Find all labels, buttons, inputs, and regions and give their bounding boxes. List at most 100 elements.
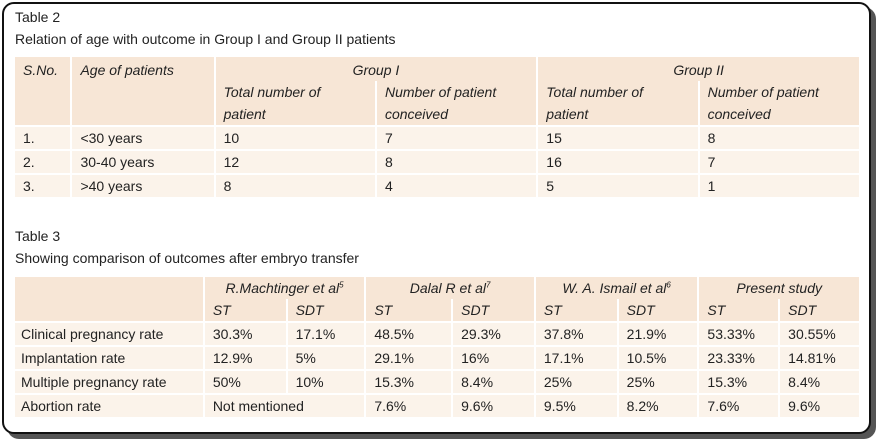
header-st: ST	[204, 299, 286, 321]
table3: R.Machtinger et al5 Dalal R et al7 W. A.…	[13, 277, 861, 417]
header-g2-conceived-l1: Number of patient	[707, 84, 819, 100]
cell: 29.3%	[453, 323, 534, 345]
cell: 37.8%	[535, 323, 617, 345]
row-label: Abortion rate	[15, 395, 203, 417]
cell: 9.6%	[453, 395, 534, 417]
header-blank	[15, 277, 203, 321]
cell: 53.33%	[699, 323, 779, 345]
cell-age: >40 years	[72, 175, 214, 197]
cell: 16%	[453, 347, 534, 369]
table-row: 3. >40 years 8 4 5 1	[15, 175, 859, 197]
header-age: Age of patients	[72, 57, 214, 125]
header-g2-total: Total number of patient	[538, 81, 698, 125]
table2-label: Table 2	[15, 9, 61, 25]
header-st: ST	[366, 299, 452, 321]
cell: 30.3%	[204, 323, 286, 345]
cell: 7.6%	[699, 395, 779, 417]
study-name: Present study	[736, 280, 822, 296]
row-label: Implantation rate	[15, 347, 203, 369]
cell: 8.4%	[453, 371, 534, 393]
study-name: W. A. Ismail et al	[562, 280, 667, 296]
cell: 10.5%	[618, 347, 698, 369]
cell: 48.5%	[366, 323, 452, 345]
cell: 25%	[618, 371, 698, 393]
table-row: Implantation rate 12.9% 5% 29.1% 16% 17.…	[15, 347, 859, 369]
table2-subheader-row: Total number of patient Number of patient…	[15, 81, 859, 125]
table-row: Multiple pregnancy rate 50% 10% 15.3% 8.…	[15, 371, 859, 393]
cell: 14.81%	[780, 347, 859, 369]
table2-header-row: S.No. Age of patients Group I Group II	[15, 57, 859, 125]
cell-sno: 1.	[15, 127, 71, 149]
cell: 9.5%	[535, 395, 617, 417]
study-ref: 5	[339, 280, 344, 290]
cell-g2-total: 15	[538, 127, 698, 149]
cell-g1-conceived: 4	[376, 175, 537, 197]
study-ref: 7	[486, 280, 491, 290]
cell: 8.4%	[780, 371, 859, 393]
header-sdt: SDT	[453, 299, 534, 321]
cell-sno: 2.	[15, 151, 71, 173]
cell: 50%	[204, 371, 286, 393]
cell: 15.3%	[366, 371, 452, 393]
table3-subheader-row: ST SDT ST SDT ST SDT ST SDT	[15, 299, 859, 321]
cell: 5%	[287, 347, 365, 369]
cell: 15.3%	[699, 371, 779, 393]
header-sdt: SDT	[287, 299, 365, 321]
table-row: Abortion rate Not mentioned 7.6% 9.6% 9.…	[15, 395, 859, 417]
header-g1-conceived-l2: conceived	[384, 106, 448, 122]
cell-g2-conceived: 1	[699, 175, 859, 197]
table3-caption: Showing comparison of outcomes after emb…	[15, 250, 359, 266]
table-row: Clinical pregnancy rate 30.3% 17.1% 48.5…	[15, 323, 859, 345]
cell-g1-total: 12	[215, 151, 375, 173]
cell: 23.33%	[699, 347, 779, 369]
header-g1-conceived-l1: Number of patient	[384, 84, 497, 100]
cell-g2-total: 16	[538, 151, 698, 173]
header-st: ST	[699, 299, 779, 321]
header-g1-total-l2: patient	[223, 106, 266, 122]
cell-g1-total: 10	[215, 127, 375, 149]
header-sdt: SDT	[618, 299, 698, 321]
study-ref: 6	[666, 280, 671, 290]
cell: 29.1%	[366, 347, 452, 369]
header-sdt: SDT	[780, 299, 859, 321]
table3-label: Table 3	[15, 228, 61, 244]
row-label: Multiple pregnancy rate	[15, 371, 203, 393]
table-row: 2. 30-40 years 12 8 16 7	[15, 151, 859, 173]
cell: 17.1%	[535, 347, 617, 369]
table2: S.No. Age of patients Group I Group II T…	[13, 57, 861, 197]
table3-header-row: R.Machtinger et al5 Dalal R et al7 W. A.…	[15, 277, 859, 321]
cell: 30.55%	[780, 323, 859, 345]
cell-g2-conceived: 7	[699, 151, 859, 173]
header-g1-total-l1: Total number of	[223, 84, 321, 100]
cell-g2-conceived: 8	[699, 127, 859, 149]
study-name: R.Machtinger et al	[225, 280, 340, 296]
header-g2-conceived-l2: conceived	[707, 106, 771, 122]
header-g2-total-l1: Total number of	[546, 84, 644, 100]
row-label: Clinical pregnancy rate	[15, 323, 203, 345]
cell: 12.9%	[204, 347, 286, 369]
cell-g1-conceived: 7	[376, 127, 537, 149]
cell-g1-total: 8	[215, 175, 375, 197]
cell-age: 30-40 years	[72, 151, 214, 173]
header-g1-conceived: Number of patient conceived	[376, 81, 537, 125]
header-g1-total: Total number of patient	[215, 81, 375, 125]
study-name: Dalal R et al	[409, 280, 486, 296]
header-g2-conceived: Number of patient conceived	[699, 81, 859, 125]
header-st: ST	[535, 299, 617, 321]
cell-g2-total: 5	[538, 175, 698, 197]
cell: 8.2%	[618, 395, 698, 417]
cell-g1-conceived: 8	[376, 151, 537, 173]
table2-caption: Relation of age with outcome in Group I …	[15, 31, 396, 47]
header-study-dalal: Dalal R et al7	[366, 277, 534, 299]
header-g2-total-l2: patient	[546, 106, 589, 122]
header-study-present: Present study	[699, 277, 859, 299]
cell-sno: 3.	[15, 175, 71, 197]
cell: 21.9%	[618, 323, 698, 345]
header-sno: S.No.	[15, 57, 71, 125]
header-group1: Group I	[215, 57, 537, 81]
cell: 9.6%	[780, 395, 859, 417]
header-group2: Group II	[538, 57, 859, 81]
cell-age: <30 years	[72, 127, 214, 149]
cell: 10%	[287, 371, 365, 393]
cell: 7.6%	[366, 395, 452, 417]
